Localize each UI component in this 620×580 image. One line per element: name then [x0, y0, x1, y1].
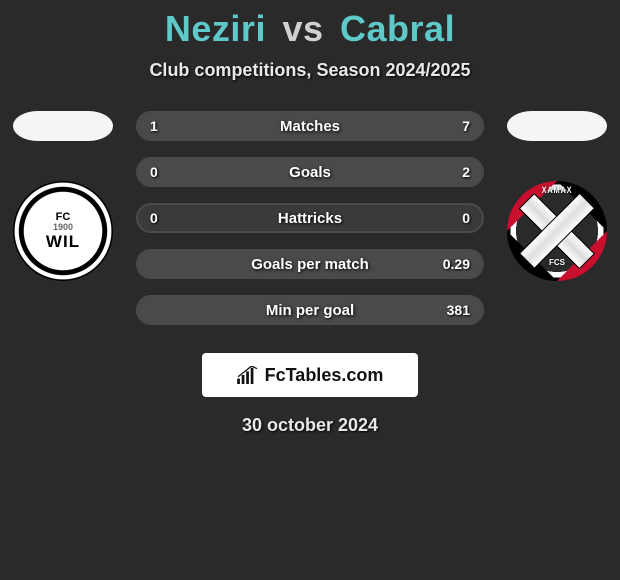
main-layout: FC 1900 WIL 1Matches70Goals20Hattricks0G…	[0, 111, 620, 341]
stat-label: Goals	[138, 164, 482, 181]
stat-label: Min per goal	[138, 302, 482, 319]
right-flag	[507, 111, 607, 141]
brand-text: FcTables.com	[265, 365, 384, 386]
stat-row: 0Goals2	[136, 157, 484, 187]
stat-row: Min per goal381	[136, 295, 484, 325]
left-club-column: FC 1900 WIL	[8, 111, 118, 281]
subtitle: Club competitions, Season 2024/2025	[0, 60, 620, 81]
wil-badge-text: FC 1900 WIL	[46, 212, 80, 251]
stat-label: Hattricks	[138, 210, 482, 227]
comparison-widget: Neziri vs Cabral Club competitions, Seas…	[0, 0, 620, 436]
right-club-badge: XAMAX FCS	[507, 181, 607, 281]
wil-main: WIL	[46, 233, 80, 251]
player2-name: Cabral	[340, 8, 455, 49]
page-title: Neziri vs Cabral	[0, 8, 620, 50]
stats-panel: 1Matches70Goals20Hattricks0Goals per mat…	[118, 111, 502, 341]
right-club-column: XAMAX FCS	[502, 111, 612, 281]
left-flag	[13, 111, 113, 141]
stat-value-right: 2	[462, 164, 470, 180]
stat-row: 1Matches7	[136, 111, 484, 141]
vs-label: vs	[282, 8, 323, 49]
stat-label: Matches	[138, 118, 482, 135]
stat-value-right: 381	[447, 302, 470, 318]
chart-icon	[237, 366, 259, 384]
stat-value-right: 0.29	[443, 256, 470, 272]
date-label: 30 october 2024	[0, 415, 620, 436]
stat-value-right: 0	[462, 210, 470, 226]
xamax-label: XAMAX	[516, 185, 598, 195]
xamax-fcs: FCS	[507, 258, 607, 267]
stat-row: 0Hattricks0	[136, 203, 484, 233]
stat-value-right: 7	[462, 118, 470, 134]
brand-link[interactable]: FcTables.com	[202, 353, 418, 397]
stat-label: Goals per match	[138, 256, 482, 273]
stat-row: Goals per match0.29	[136, 249, 484, 279]
player1-name: Neziri	[165, 8, 266, 49]
left-club-badge: FC 1900 WIL	[13, 181, 113, 281]
